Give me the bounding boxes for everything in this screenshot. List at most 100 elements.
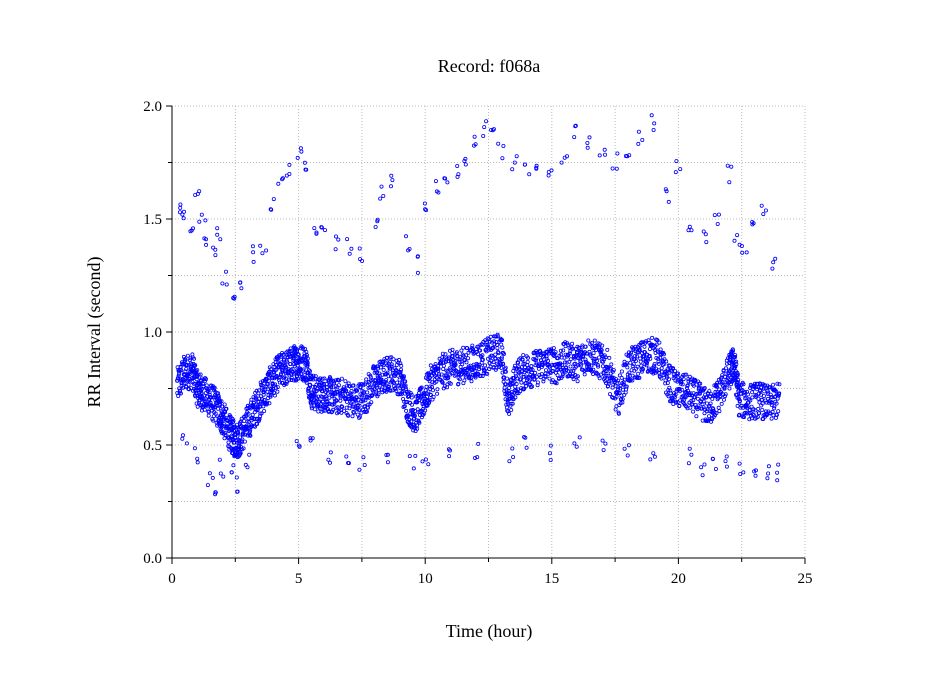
data-point bbox=[249, 397, 254, 402]
chart-title: Record: f068a bbox=[438, 56, 540, 76]
data-point bbox=[514, 381, 519, 386]
data-point bbox=[587, 362, 592, 367]
data-point bbox=[295, 351, 300, 356]
data-point bbox=[491, 360, 496, 365]
data-point bbox=[582, 372, 587, 377]
data-point bbox=[526, 355, 531, 360]
data-point bbox=[564, 366, 569, 371]
data-point bbox=[541, 379, 546, 384]
data-point bbox=[681, 377, 686, 382]
data-point bbox=[684, 372, 689, 377]
data-point bbox=[409, 402, 414, 407]
data-point bbox=[223, 430, 228, 435]
data-point bbox=[509, 407, 514, 412]
x-tick-label: 25 bbox=[798, 571, 813, 587]
data-point bbox=[688, 380, 693, 385]
data-point bbox=[457, 377, 462, 382]
data-point bbox=[357, 403, 362, 408]
data-point bbox=[601, 371, 606, 376]
data-point bbox=[510, 446, 515, 451]
data-point bbox=[302, 373, 307, 378]
data-point bbox=[413, 426, 418, 431]
data-point bbox=[543, 374, 548, 379]
data-point bbox=[378, 196, 383, 201]
data-point bbox=[386, 374, 391, 379]
data-point bbox=[180, 433, 185, 438]
data-point bbox=[286, 367, 291, 372]
data-point bbox=[768, 385, 773, 390]
data-point bbox=[216, 406, 221, 411]
data-point bbox=[344, 388, 349, 393]
data-point bbox=[559, 160, 564, 165]
data-point bbox=[344, 454, 349, 459]
data-point bbox=[556, 367, 561, 372]
data-point bbox=[426, 389, 431, 394]
data-point bbox=[420, 459, 425, 464]
data-point bbox=[591, 351, 596, 356]
data-point bbox=[428, 384, 433, 389]
data-point bbox=[428, 393, 433, 398]
data-point bbox=[213, 490, 218, 495]
data-point bbox=[462, 378, 467, 383]
data-point bbox=[431, 368, 436, 373]
data-point bbox=[305, 356, 310, 361]
data-point bbox=[265, 384, 270, 389]
data-point bbox=[713, 392, 718, 397]
data-point bbox=[186, 372, 191, 377]
data-point bbox=[651, 451, 656, 456]
data-point bbox=[204, 383, 209, 388]
data-point bbox=[188, 229, 193, 234]
data-point bbox=[354, 395, 359, 400]
data-point bbox=[500, 370, 505, 375]
data-point bbox=[729, 164, 734, 169]
data-point bbox=[554, 364, 559, 369]
data-point bbox=[588, 353, 593, 358]
data-point bbox=[280, 176, 285, 181]
data-point bbox=[629, 357, 634, 362]
data-point bbox=[645, 358, 650, 363]
data-point bbox=[606, 384, 611, 389]
data-point bbox=[463, 353, 468, 358]
data-point bbox=[262, 408, 267, 413]
data-point bbox=[422, 201, 427, 206]
data-point bbox=[199, 378, 204, 383]
data-point bbox=[607, 355, 612, 360]
data-point bbox=[688, 405, 693, 410]
data-point bbox=[724, 454, 729, 459]
data-point bbox=[493, 356, 498, 361]
data-point bbox=[339, 376, 344, 381]
data-point bbox=[275, 389, 280, 394]
data-point bbox=[280, 363, 285, 368]
data-point bbox=[311, 373, 316, 378]
data-point bbox=[345, 237, 350, 242]
data-point bbox=[299, 357, 304, 362]
data-point bbox=[775, 381, 780, 386]
data-point bbox=[493, 352, 498, 357]
data-point bbox=[347, 251, 352, 256]
data-point bbox=[355, 388, 360, 393]
data-point bbox=[476, 364, 481, 369]
data-point bbox=[205, 483, 210, 488]
x-axis-title: Time (hour) bbox=[446, 621, 533, 642]
data-point bbox=[206, 413, 211, 418]
data-point bbox=[368, 378, 373, 383]
data-point bbox=[495, 334, 500, 339]
data-point bbox=[539, 372, 544, 377]
data-point bbox=[659, 376, 664, 381]
data-point bbox=[685, 383, 690, 388]
data-point bbox=[618, 383, 623, 388]
data-point bbox=[594, 358, 599, 363]
data-point bbox=[296, 352, 301, 357]
data-point bbox=[520, 357, 525, 362]
data-point bbox=[546, 173, 551, 178]
data-point bbox=[327, 460, 332, 465]
data-point bbox=[463, 374, 468, 379]
data-point bbox=[433, 179, 438, 184]
data-point bbox=[719, 401, 724, 406]
x-tick-label: 5 bbox=[295, 571, 303, 587]
data-point bbox=[587, 349, 592, 354]
data-point bbox=[301, 347, 306, 352]
data-point bbox=[183, 369, 188, 374]
data-point bbox=[741, 382, 746, 387]
data-point bbox=[278, 375, 283, 380]
